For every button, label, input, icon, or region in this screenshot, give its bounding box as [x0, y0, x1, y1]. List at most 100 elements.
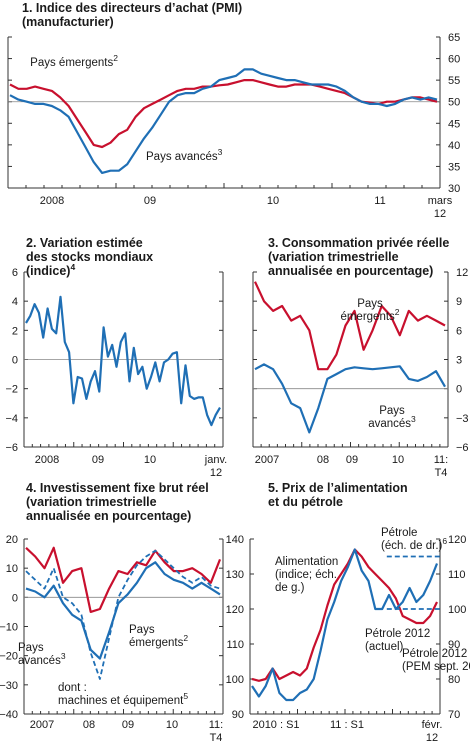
panel-pmi-title-line-1: (manufacturier) — [22, 15, 114, 29]
panel-investment-series-label-1-line-1: avancés3 — [18, 651, 66, 667]
panel-pmi-xtick-label-3-line-0: 11 — [374, 195, 385, 207]
panel-investment-series-0 — [25, 546, 222, 613]
panel-pmi-title-line-0: 1. Indice des directeurs d’achat (PMI) — [22, 1, 242, 15]
panel-consumption-xtick-label-2-line-0: 09 — [346, 454, 358, 466]
panel-pmi-xtick-label-1-line-0: 09 — [144, 195, 156, 207]
panel-prices-series-0 — [251, 548, 438, 682]
panel-consumption-series-label-0-line-1: émergents2 — [340, 307, 399, 323]
panel-prices-ytick-label: 120 — [226, 604, 244, 616]
panel-consumption-series-1 — [254, 363, 446, 434]
panel-prices-xtick-label-1-line-0: 11 : S1 — [330, 719, 364, 731]
panel-investment-xtick-label-3-line-0: 10 — [166, 719, 178, 731]
panel-consumption-ytick-label: 0 — [456, 384, 462, 396]
panel-prices-ytick-label: 90 — [232, 709, 244, 721]
panel-investment-title-line-0: 4. Investissement fixe brut réel — [26, 481, 209, 495]
panel-pmi-series-label-1-line-0: Pays avancés3 — [146, 147, 223, 163]
panel-consumption-series-label-0-line-0: Pays — [357, 298, 383, 310]
panel-prices-series-label-0-line-2: de g.) — [275, 582, 305, 594]
panel-pmi-series-0 — [9, 79, 438, 149]
panel-consumption-xtick-label-3-line-0: 10 — [392, 454, 404, 466]
panel-pmi-ytick-label: 55 — [448, 75, 460, 87]
panel-stocks-ytick-label: −4 — [5, 413, 18, 425]
panel-stocks-ytick-label: 0 — [12, 355, 18, 367]
panel-investment-ytick-label: −30 — [0, 680, 18, 692]
panel-prices-ytick-label-right: 80 — [448, 674, 460, 686]
panel-investment-title-line-2: annualisée en pourcentage) — [26, 509, 191, 523]
panel-consumption-ytick-label: −3 — [456, 413, 469, 425]
panel-consumption-ytick-label: 3 — [456, 355, 462, 367]
panel-consumption-xtick-label-1-line-0: 08 — [317, 454, 329, 466]
panel-consumption-series-label-1-line-1: avancés3 — [368, 414, 416, 430]
panel-prices-series-label-2-line-1: (actuel) — [365, 641, 404, 653]
panel-stocks-ytick-label: 6 — [12, 267, 18, 279]
panel-consumption-ytick-label: 6 — [456, 325, 462, 337]
panel-consumption-title-line-2: annualisée en pourcentage) — [268, 264, 433, 278]
panel-pmi-xtick-label-2-line-0: 10 — [267, 195, 279, 207]
panel-investment-series-label-2-line-0: dont : — [58, 682, 87, 694]
panel-investment-series-2 — [25, 549, 221, 680]
panel-prices-xtick-label-0-line-0: 2010 : S1 — [252, 719, 299, 731]
panel-pmi-xtick-label-4-line-1: 12 — [434, 208, 446, 220]
panel-investment-xtick-label-2-line-0: 09 — [122, 719, 134, 731]
panel-stocks-ytick-label: 2 — [12, 325, 18, 337]
panel-stocks-xtick-label-0-line-0: 2008 — [35, 454, 59, 466]
panel-consumption-xtick-label-4-line-1: T4 — [435, 467, 448, 479]
panel-consumption-xtick-label-4-line-0: 11: — [434, 454, 448, 466]
panel-prices-ytick-label-right: 100 — [448, 604, 466, 616]
panel-prices-title-line-1: et du pétrole — [268, 495, 343, 509]
panel-stocks-xtick-label-3-line-1: 12 — [210, 467, 222, 479]
panel-pmi-series-1 — [9, 68, 438, 174]
panel-consumption-title-line-0: 3. Consommation privée réelle — [268, 236, 449, 250]
panel-consumption-title-line-1: (variation trimestrielle — [268, 250, 399, 264]
panel-prices-ytick-label-right: 110 — [448, 569, 466, 581]
panel-prices-series-label-0-line-1: (indice; éch. — [275, 569, 337, 581]
panel-consumption-series-label-1-line-0: Pays — [379, 405, 405, 417]
panel-prices-ytick-label-right: 90 — [448, 639, 460, 651]
panel-investment-ytick-label: −10 — [0, 622, 18, 634]
panel-stocks-xtick-label-1-line-0: 09 — [92, 454, 104, 466]
panel-investment-xtick-label-0-line-0: 2007 — [30, 719, 54, 731]
panel-investment-ytick-label: −20 — [0, 651, 18, 663]
panel-prices-ytick-label-right: 120 — [448, 534, 466, 546]
panel-pmi-xtick-label-4-line-0: mars — [428, 195, 453, 207]
panel-consumption-ytick-label: 9 — [456, 296, 462, 308]
panel-consumption-xtick-label-0-line-0: 2007 — [255, 454, 279, 466]
panel-stocks-xtick-label-3-line-0: janv. — [204, 454, 227, 466]
panel-stocks-ytick-label: −6 — [5, 442, 18, 454]
panel-investment-xtick-label-4-line-0: 11: — [209, 719, 223, 731]
panel-prices-xtick-label-2-line-1: 12 — [426, 732, 438, 744]
panel-stocks-xtick-label-2-line-0: 10 — [144, 454, 156, 466]
panel-investment-ytick-label: 10 — [6, 563, 18, 575]
panel-prices-title-line-0: 5. Prix de l’alimentation — [268, 481, 408, 495]
panel-prices-xtick-label-2-line-0: févr. — [422, 719, 443, 731]
panel-pmi-ytick-label: 65 — [448, 32, 460, 44]
panel-prices-ytick-label: 140 — [226, 534, 244, 546]
panel-pmi-ytick-label: 40 — [448, 140, 460, 152]
panel-investment-series-label-0-line-1: émergents2 — [129, 633, 188, 649]
panel-pmi-series-label-0-line-0: Pays émergents2 — [30, 53, 118, 69]
panel-prices-series-label-1-line-1: (éch. de dr.)6 — [381, 536, 447, 552]
panel-prices-ytick-label: 110 — [226, 639, 244, 651]
panel-investment-xtick-label-1-line-0: 08 — [83, 719, 95, 731]
panel-stocks-title-line-2: (indice)4 — [26, 262, 75, 278]
panel-prices-ytick-label: 100 — [226, 674, 244, 686]
panel-consumption-ytick-label: −6 — [456, 442, 469, 454]
panel-investment-series-1 — [25, 561, 221, 660]
panel-investment-ytick-label: −40 — [0, 709, 18, 721]
panel-pmi-ytick-label: 50 — [448, 97, 460, 109]
panel-prices-ytick-label: 130 — [226, 569, 244, 581]
panel-pmi-ytick-label: 30 — [448, 183, 460, 195]
panel-pmi-ytick-label: 60 — [448, 54, 460, 66]
panel-prices-series-label-1-line-0: Pétrole — [381, 527, 417, 539]
panel-consumption-ytick-label: 12 — [456, 267, 468, 279]
panel-stocks-series-0 — [25, 295, 221, 427]
panel-investment-ytick-label: 20 — [6, 534, 18, 546]
panel-prices-ytick-label-right: 70 — [448, 709, 460, 721]
panel-pmi-ytick-label: 45 — [448, 118, 460, 130]
panel-pmi-xtick-label-0-line-0: 2008 — [40, 195, 64, 207]
panel-prices-series-label-3-line-0: Pétrole 2012 — [402, 648, 467, 660]
panel-prices-series-1 — [251, 548, 439, 702]
panel-investment-ytick-label: 0 — [12, 592, 18, 604]
panel-investment-xtick-label-4-line-1: T4 — [210, 732, 223, 744]
